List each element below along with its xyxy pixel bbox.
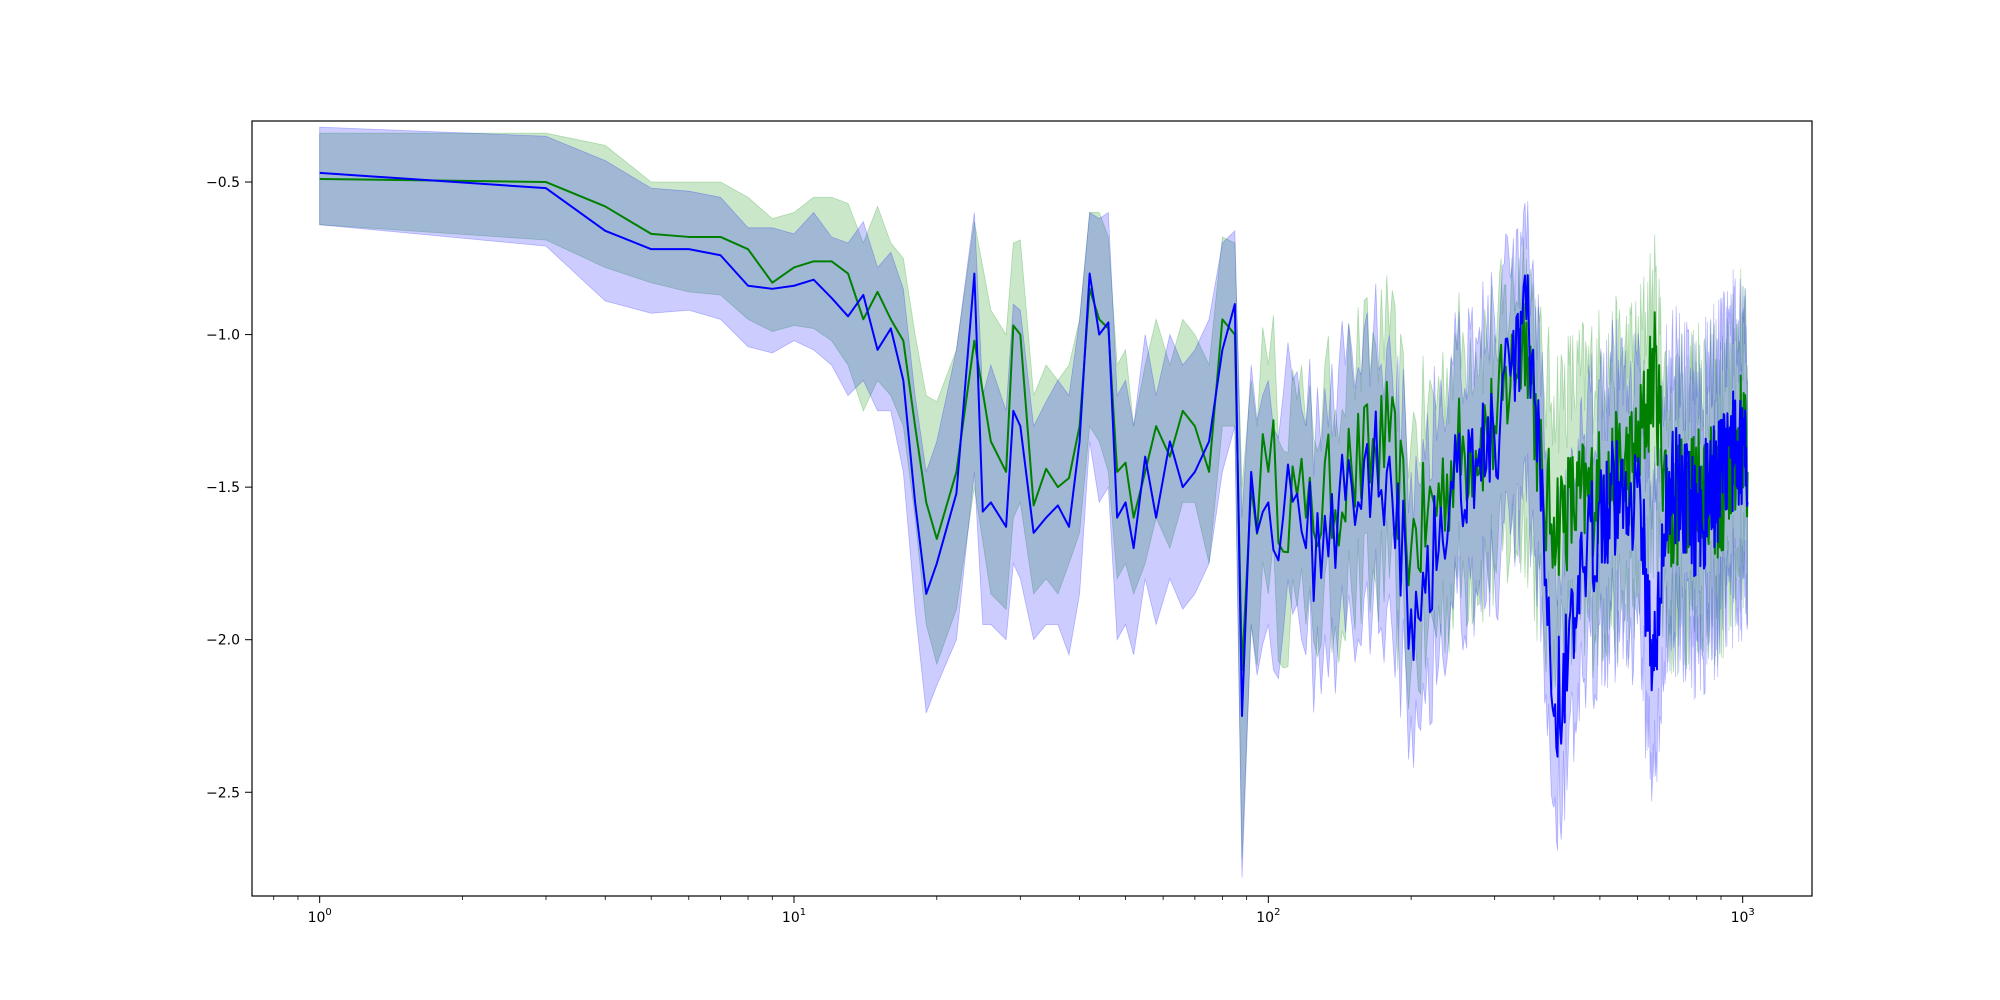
y-tick-label: −1.0 (206, 328, 240, 344)
x-tick-label: 102 (1256, 907, 1280, 926)
y-tick-label: −2.5 (206, 785, 240, 801)
x-tick-label: 101 (782, 907, 806, 926)
y-tick-label: −2.0 (206, 633, 240, 649)
x-tick-label: 100 (308, 907, 332, 926)
plot-frame (251, 120, 1813, 897)
y-axis: −0.5 −1.0 −1.5 −2.0 −2.5 (206, 175, 252, 801)
x-tick-label: 103 (1731, 907, 1755, 926)
series-2-line (319, 171, 1749, 758)
series-lines (319, 171, 1749, 758)
y-tick-label: −1.5 (206, 480, 240, 496)
y-tick-label: −0.5 (206, 175, 240, 191)
x-axis: 100 101 102 103 (273, 896, 1755, 926)
